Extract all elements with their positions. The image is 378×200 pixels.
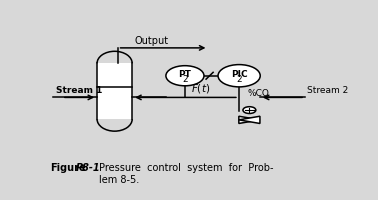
Polygon shape <box>97 64 132 119</box>
Text: Stream 2: Stream 2 <box>307 86 348 95</box>
Polygon shape <box>239 117 260 124</box>
Text: %CO: %CO <box>248 89 270 98</box>
Circle shape <box>218 65 260 87</box>
Text: P8-1: P8-1 <box>76 163 101 173</box>
Text: PT: PT <box>178 70 191 79</box>
Text: Stream 1: Stream 1 <box>56 86 102 95</box>
Text: $\mathit{F}(t)$: $\mathit{F}(t)$ <box>191 82 211 95</box>
Polygon shape <box>239 117 260 124</box>
Text: Pressure  control  system  for  Prob-
lem 8-5.: Pressure control system for Prob- lem 8-… <box>99 163 274 184</box>
Text: 2: 2 <box>236 75 242 84</box>
Text: Figure: Figure <box>50 163 86 173</box>
Circle shape <box>166 66 204 86</box>
Text: Output: Output <box>134 36 168 46</box>
Text: PIC: PIC <box>231 70 248 79</box>
Text: 2: 2 <box>182 75 188 84</box>
Circle shape <box>243 107 256 114</box>
